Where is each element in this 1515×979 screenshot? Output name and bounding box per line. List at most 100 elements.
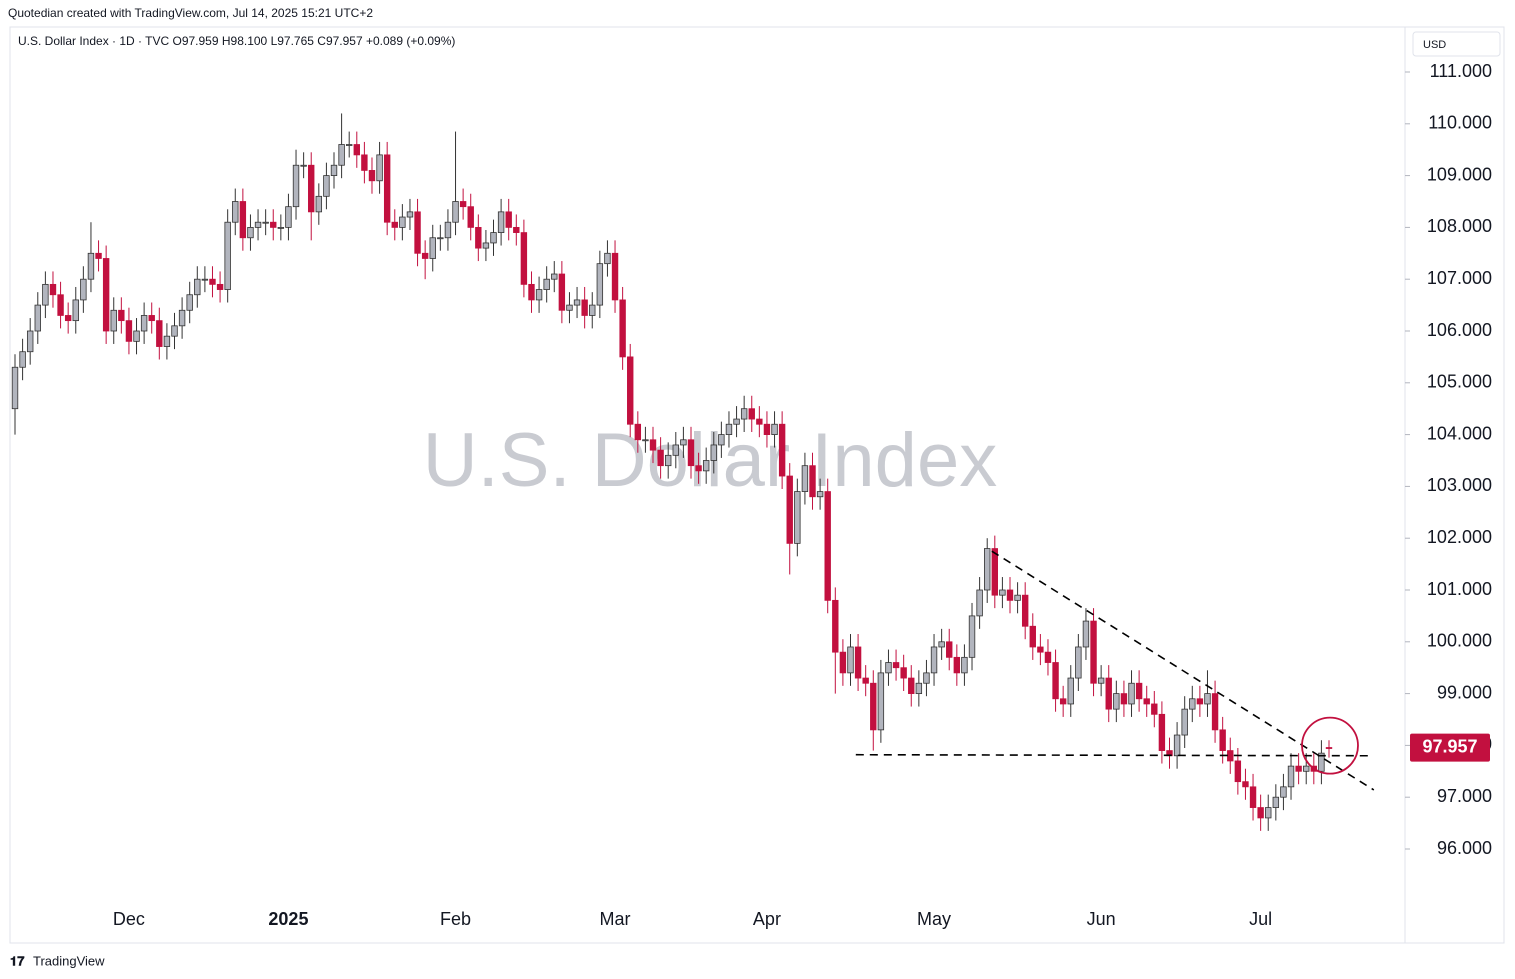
candle-body [953, 656, 961, 674]
candle-body [1067, 677, 1074, 705]
candle-body [1120, 693, 1128, 705]
candle-body [968, 615, 976, 658]
y-tick-label: 104.000 [1427, 423, 1492, 443]
candle-body [1257, 807, 1264, 819]
candle-body [118, 309, 125, 322]
candle-body [718, 434, 725, 446]
candle-body [938, 641, 945, 648]
candle-body [444, 221, 452, 239]
candle-body [513, 226, 520, 233]
candle-body [95, 252, 102, 259]
candle-body [1189, 698, 1196, 710]
candle-body [57, 294, 64, 316]
y-tick-label: 99.000 [1437, 682, 1492, 702]
candle-body [399, 216, 406, 228]
watermark: U.S. Dollar Index [423, 418, 997, 503]
x-tick-label: Jul [1249, 909, 1272, 929]
candle-body [946, 641, 953, 658]
candle-body [1287, 765, 1295, 788]
candle-body [794, 491, 801, 544]
candle-body [824, 491, 831, 601]
candle-body [748, 408, 755, 420]
y-tick-label: 100.000 [1427, 631, 1492, 651]
candle-body [566, 304, 573, 311]
trendline [991, 550, 1375, 791]
candle-body [740, 408, 748, 420]
candle-body [649, 439, 657, 451]
candle-body [300, 164, 307, 167]
candle-body [26, 330, 34, 353]
candle-body [429, 237, 436, 259]
candle-body [1090, 620, 1097, 684]
candle-body [11, 366, 19, 410]
x-tick-label: Dec [113, 909, 145, 929]
candle-body [315, 195, 323, 213]
y-tick-label: 97.000 [1437, 786, 1492, 806]
candle-body [961, 656, 968, 674]
candle-body [999, 589, 1006, 596]
candle-body [870, 682, 877, 731]
candle-body [801, 465, 809, 492]
candle-body [756, 418, 763, 425]
candle-body [110, 309, 117, 332]
candle-body [216, 283, 224, 290]
candle-body [1052, 662, 1059, 700]
candle-body [1318, 752, 1325, 772]
candle-body [1219, 729, 1226, 751]
candle-body [1204, 693, 1211, 705]
candle-body [80, 278, 87, 301]
candle-body [285, 206, 292, 228]
candle-body [209, 278, 216, 285]
candle-body [497, 211, 505, 233]
candle-body [657, 449, 664, 467]
candle-body [376, 154, 383, 182]
candle-body [1242, 781, 1249, 788]
y-tick-label: 110.000 [1428, 113, 1492, 133]
candle-body [406, 211, 414, 218]
candle-body [816, 491, 824, 498]
candle-body [1021, 594, 1029, 627]
candle-body [1151, 703, 1158, 715]
candle-body [34, 304, 41, 332]
candle-body [976, 589, 983, 617]
candle-body [247, 226, 254, 239]
candle-body [589, 304, 596, 316]
y-tick-label: 103.000 [1427, 475, 1492, 495]
candle-body [87, 252, 95, 280]
candle-body [680, 439, 687, 446]
candle-body [786, 475, 793, 544]
candle-body [877, 672, 885, 731]
candle-body [710, 444, 717, 461]
candle-body [475, 226, 482, 249]
y-tick-label: 102.000 [1427, 527, 1492, 547]
candle-body [627, 356, 634, 425]
candle-body [634, 423, 642, 441]
candle-body [42, 283, 49, 306]
candle-body [1234, 760, 1242, 783]
candle-body [1249, 786, 1257, 808]
candle-body [1029, 625, 1036, 648]
candle-body [604, 252, 611, 265]
y-tick-label: 111.000 [1430, 61, 1492, 81]
candle-body [254, 221, 262, 228]
candle-body [1196, 698, 1204, 705]
candle-body [125, 320, 133, 342]
candle-body [991, 548, 999, 596]
candle-body [984, 548, 991, 591]
x-tick-label: Apr [753, 909, 781, 929]
candle-body [1181, 708, 1188, 736]
candle-body [543, 278, 550, 290]
candle-body [148, 315, 155, 322]
candle-body [1037, 646, 1044, 653]
candle-body [558, 273, 566, 311]
x-tick-label: May [917, 909, 951, 929]
currency-box [1412, 31, 1501, 57]
logo: TradingView [33, 953, 105, 968]
candle-body [1128, 682, 1135, 705]
candle-body [1280, 786, 1287, 798]
candle-body [171, 325, 178, 337]
candle-body [163, 335, 171, 347]
candle-body [1113, 693, 1120, 710]
candle-body [239, 201, 247, 239]
candle-body [642, 439, 649, 442]
